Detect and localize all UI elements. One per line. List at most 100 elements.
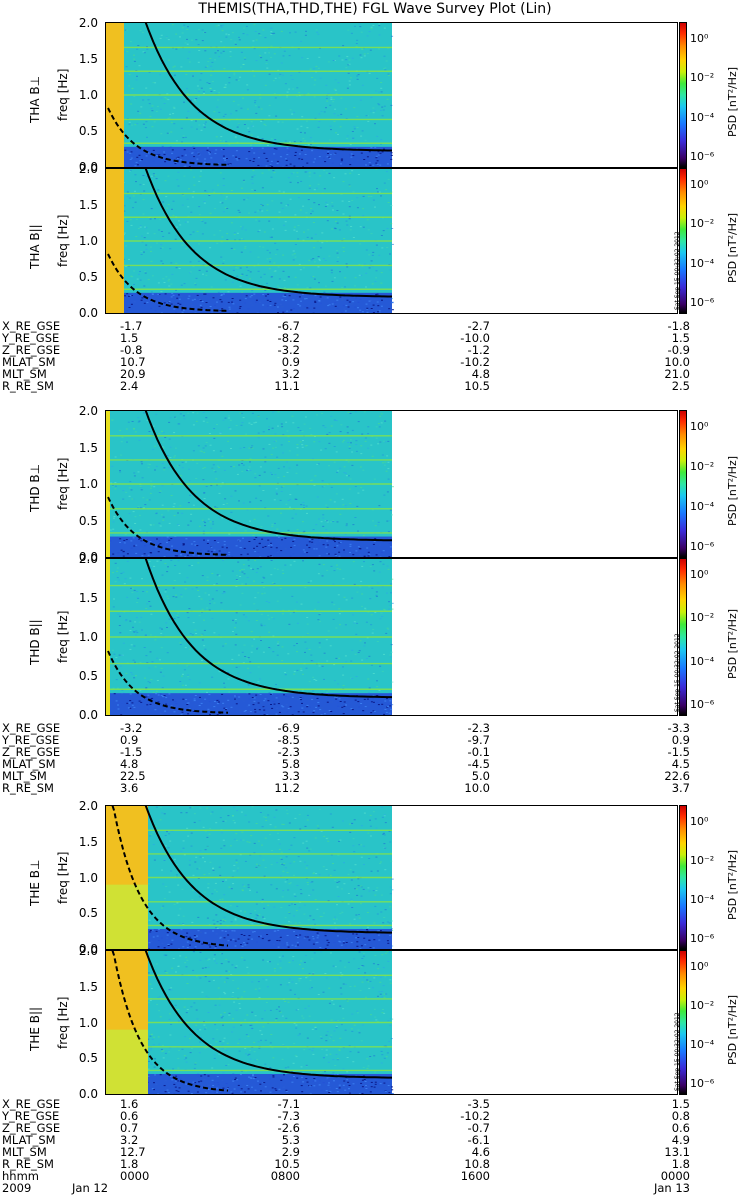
generation-timestamp: Sat Sep 15 00:32:02 2012 <box>674 1012 681 1091</box>
orbit-value: 11.1 <box>274 379 300 393</box>
colorbar-tick-label: 10⁻⁶ <box>690 150 715 163</box>
orbit-row-name: R_RE_SM <box>2 781 54 795</box>
orbit-value: -0.9 <box>667 343 690 357</box>
time-tick-label: 0000 <box>120 1169 150 1183</box>
y-tick-label: 0.5 <box>78 906 98 921</box>
orbit-value: -6.1 <box>467 1133 490 1147</box>
orbit-value: -8.2 <box>277 331 300 345</box>
orbit-value: -0.1 <box>467 745 490 759</box>
orbit-value: 3.7 <box>671 781 690 795</box>
time-tick-label: 0800 <box>270 1169 300 1183</box>
orbit-value: -2.6 <box>277 1121 300 1135</box>
orbit-value: -7.1 <box>277 1097 300 1111</box>
orbit-value: 11.2 <box>274 781 300 795</box>
orbit-value: 0.9 <box>671 733 690 747</box>
orbit-row-name: X_RE_GSE <box>2 721 61 735</box>
orbit-value: 4.6 <box>471 1145 490 1159</box>
freq-axis-label: freq [Hz] <box>56 214 70 267</box>
y-tick-label: 2.0 <box>78 799 98 813</box>
y-tick-label: 2.0 <box>78 552 98 566</box>
orbit-row-name: Y_RE_GSE <box>2 733 60 747</box>
orbit-value: -1.7 <box>120 319 143 333</box>
spectrogram-thd_par <box>105 558 678 716</box>
orbit-value: 1.5 <box>671 331 690 345</box>
y-tick-label: 0.0 <box>78 550 98 564</box>
spectrogram-tha_perp <box>105 22 678 168</box>
orbit-value: -2.3 <box>467 721 490 735</box>
panel-label: THE B|| <box>28 1006 42 1051</box>
colorbar-tick-label: 10⁻⁴ <box>690 256 715 270</box>
time-tick-label: 1600 <box>460 1169 490 1183</box>
orbit-row-name: MLAT_SM <box>2 1133 56 1147</box>
orbit-value: 5.3 <box>281 1133 300 1147</box>
orbit-row-name: X_RE_GSE <box>2 1097 61 1111</box>
spectrogram-image <box>106 169 394 313</box>
orbit-value: 4.5 <box>671 757 690 771</box>
y-tick-label: 0.5 <box>78 1051 98 1066</box>
orbit-value: -3.2 <box>277 343 300 357</box>
y-tick-label: 1.5 <box>78 440 98 455</box>
colorbar-tick-label: 10⁰ <box>690 178 709 191</box>
orbit-value: -10.2 <box>460 355 490 369</box>
orbit-value: 10.5 <box>464 379 490 393</box>
y-tick-label: 1.0 <box>78 88 98 102</box>
orbit-value: -4.5 <box>467 757 490 771</box>
colorbar <box>679 558 687 716</box>
orbit-value: 0.6 <box>671 1121 690 1135</box>
orbit-value: -3.2 <box>120 721 143 735</box>
colorbar-label: PSD [nT²/Hz] <box>726 66 739 137</box>
orbit-row-name: Y_RE_GSE <box>2 1109 60 1123</box>
orbit-value: 1.8 <box>671 1157 690 1171</box>
colorbar-tick-label: 10⁻⁴ <box>690 893 715 906</box>
freq-axis-label: freq [Hz] <box>56 610 70 663</box>
orbit-value: 1.5 <box>671 1097 690 1111</box>
colorbar-tick-label: 10⁻⁶ <box>690 698 715 711</box>
orbit-row-name: R_RE_SM <box>2 379 54 393</box>
orbit-row-name: X_RE_GSE <box>2 319 61 333</box>
colorbar-tick-label: 10⁻⁶ <box>690 932 715 945</box>
orbit-value: -0.8 <box>120 343 143 357</box>
time-tick-label: 0000 <box>660 1169 690 1183</box>
orbit-row-name: Z_RE_GSE <box>2 1121 61 1135</box>
orbit-value: 2.9 <box>281 1145 300 1159</box>
orbit-value: -6.7 <box>277 319 300 333</box>
orbit-value: 3.3 <box>281 769 300 783</box>
y-tick-label: 0.0 <box>78 942 98 956</box>
orbit-row-name: MLT_SM <box>2 367 47 381</box>
orbit-value: 10.0 <box>664 355 690 369</box>
colorbar-label: PSD [nT²/Hz] <box>726 994 739 1065</box>
colorbar-tick-label: 10⁰ <box>690 420 709 433</box>
orbit-value: 4.9 <box>671 1133 690 1147</box>
y-tick-label: 1.0 <box>78 477 98 491</box>
orbit-value: 22.6 <box>664 769 690 783</box>
orbit-value: -1.2 <box>467 343 490 357</box>
colorbar-tick-label: 10⁰ <box>690 32 709 45</box>
orbit-row-name: MLT_SM <box>2 769 47 783</box>
spectrogram-image <box>106 951 394 1094</box>
colorbar-tick-label: 10⁻² <box>690 71 715 85</box>
orbit-value: 10.7 <box>120 355 146 369</box>
orbit-value: 10.8 <box>464 1157 490 1171</box>
orbit-value: 20.9 <box>120 367 146 381</box>
orbit-value: 1.6 <box>120 1097 139 1111</box>
colorbar-tick-label: 10⁰ <box>690 960 709 973</box>
y-tick-label: 0.0 <box>78 160 98 174</box>
spectrogram-image <box>106 411 394 557</box>
end-date-label: Jan 13 <box>653 1181 690 1195</box>
y-tick-label: 0.5 <box>78 513 98 528</box>
orbit-value: 2.4 <box>120 379 139 393</box>
y-tick-label: 0.5 <box>78 124 98 138</box>
y-tick-label: 1.5 <box>78 591 98 605</box>
orbit-value: -7.3 <box>277 1109 300 1123</box>
orbit-value: 21.0 <box>664 367 690 381</box>
freq-axis-label: freq [Hz] <box>56 457 70 510</box>
orbit-value: 10.0 <box>464 781 490 795</box>
colorbar-label: PSD [nT²/Hz] <box>726 212 739 283</box>
y-tick-label: 0.0 <box>78 708 98 722</box>
orbit-value: -10.2 <box>460 1109 490 1123</box>
y-tick-label: 2.0 <box>78 162 98 176</box>
orbit-value: -1.5 <box>120 745 143 759</box>
spectrogram-thd_perp <box>105 410 678 558</box>
colorbar <box>679 22 687 168</box>
y-tick-label: 0.0 <box>78 306 98 320</box>
